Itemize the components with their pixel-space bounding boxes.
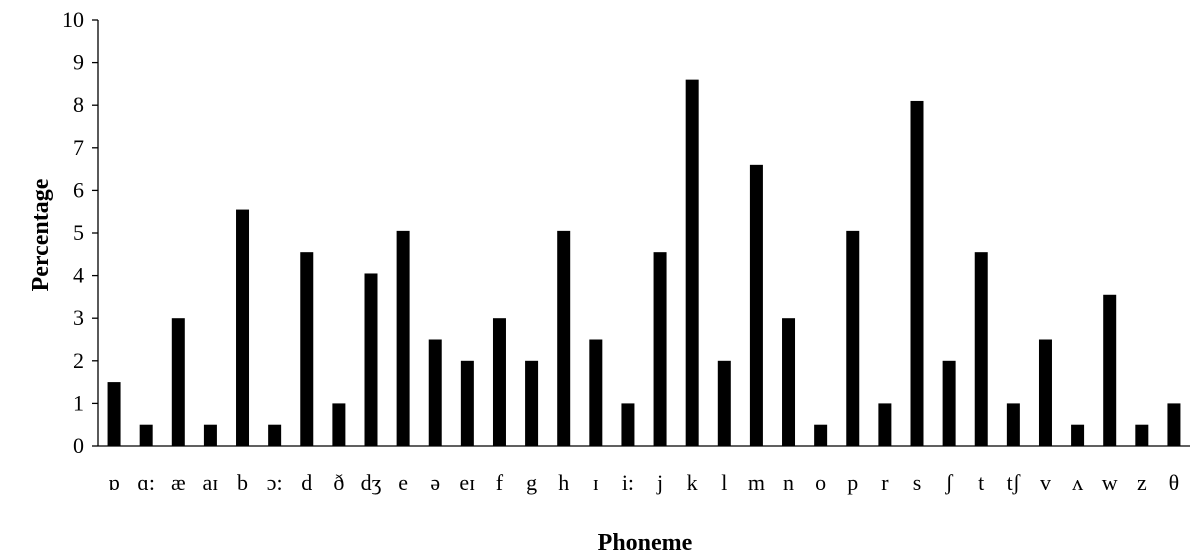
bar-3 bbox=[203, 424, 217, 446]
y-axis-title: Percentage bbox=[28, 178, 54, 291]
bar-10 bbox=[428, 339, 442, 446]
bar-22 bbox=[814, 424, 828, 446]
x-tick-label: ə bbox=[430, 470, 440, 495]
bar-1 bbox=[139, 424, 153, 446]
bar-27 bbox=[974, 252, 988, 446]
x-tick-label: i: bbox=[622, 470, 634, 495]
x-tick-label: d bbox=[301, 470, 312, 495]
bar-32 bbox=[1135, 424, 1149, 446]
bar-31 bbox=[1103, 294, 1117, 446]
bar-30 bbox=[1071, 424, 1085, 446]
bar-25 bbox=[910, 100, 924, 446]
x-tick-label: ɪ bbox=[593, 470, 599, 495]
bar-21 bbox=[782, 318, 796, 446]
bar-24 bbox=[878, 403, 892, 446]
y-tick-label: 2 bbox=[73, 348, 84, 373]
bar-18 bbox=[685, 79, 699, 446]
bar-4 bbox=[236, 209, 250, 446]
x-tick-label: e bbox=[398, 470, 408, 495]
x-tick-label: l bbox=[721, 470, 727, 495]
y-tick-label: 4 bbox=[73, 263, 84, 288]
x-tick-label: o bbox=[815, 470, 826, 495]
y-tick-label: 0 bbox=[73, 433, 84, 458]
bar-29 bbox=[1038, 339, 1052, 446]
bar-5 bbox=[268, 424, 282, 446]
x-tick-label: p bbox=[847, 470, 858, 495]
x-tick-label: θ bbox=[1169, 470, 1180, 495]
bar-17 bbox=[653, 252, 667, 446]
y-tick-label: 9 bbox=[73, 50, 84, 75]
x-tick-label: ʌ bbox=[1072, 470, 1083, 495]
x-tick-label: b bbox=[237, 470, 248, 495]
x-tick-label: ʃ bbox=[944, 470, 953, 495]
x-tick-label: h bbox=[558, 470, 569, 495]
bar-16 bbox=[621, 403, 635, 446]
y-tick-label: 8 bbox=[73, 92, 84, 117]
bar-15 bbox=[589, 339, 603, 446]
y-tick-label: 6 bbox=[73, 177, 84, 202]
y-tick-label: 1 bbox=[73, 390, 84, 415]
y-tick-label: 5 bbox=[73, 220, 84, 245]
y-axis: 0 1 2 3 4 5 6 7 8 9 10 bbox=[62, 7, 99, 458]
x-tick-label: eɪ bbox=[459, 470, 475, 495]
x-tick-label: n bbox=[783, 470, 794, 495]
x-tick-label: ɑ: bbox=[137, 470, 155, 495]
bar-13 bbox=[525, 360, 539, 446]
bar-7 bbox=[332, 403, 346, 446]
x-tick-label: s bbox=[913, 470, 922, 495]
x-tick-label: k bbox=[687, 470, 698, 495]
x-tick-label: t bbox=[978, 470, 984, 495]
bar-6 bbox=[300, 252, 314, 446]
bar-2 bbox=[171, 318, 185, 446]
bar-26 bbox=[942, 360, 956, 446]
bar-12 bbox=[492, 318, 506, 446]
x-tick-label: ɒ bbox=[108, 470, 120, 495]
bar-23 bbox=[846, 230, 860, 446]
x-tick-label: w bbox=[1102, 470, 1118, 495]
x-tick-label: dʒ bbox=[361, 470, 382, 495]
x-tick-label: æ bbox=[171, 470, 186, 495]
x-tick-label: j bbox=[656, 470, 663, 495]
y-tick-label: 3 bbox=[73, 305, 84, 330]
x-tick-label: aɪ bbox=[202, 470, 218, 495]
x-tick-label: f bbox=[496, 470, 504, 495]
x-tick-label: v bbox=[1040, 470, 1051, 495]
x-axis: ɒ ɑ: æ aɪ b ɔ: d ð dʒ e ə eɪ f g h ɪ i: j k l m n o p r s ʃ t tʃ v ʌ w z… bbox=[98, 445, 1190, 495]
bar-9 bbox=[396, 230, 410, 446]
x-tick-label: ɔ: bbox=[267, 470, 283, 495]
bar-19 bbox=[717, 360, 731, 446]
y-tick-label: 7 bbox=[73, 135, 84, 160]
bar-28 bbox=[1006, 403, 1020, 446]
bar-8 bbox=[364, 273, 378, 446]
bar-20 bbox=[749, 164, 763, 446]
bar-33 bbox=[1167, 403, 1181, 446]
bars bbox=[107, 79, 1181, 446]
x-tick-label: tʃ bbox=[1007, 470, 1021, 495]
bar-0 bbox=[107, 382, 121, 446]
x-axis-title: Phoneme bbox=[598, 530, 693, 556]
x-tick-label: z bbox=[1137, 470, 1147, 495]
x-tick-label: ð bbox=[333, 470, 344, 495]
x-tick-label: r bbox=[881, 470, 889, 495]
y-tick-label: 10 bbox=[62, 7, 84, 32]
x-tick-label: g bbox=[526, 470, 537, 495]
x-tick-label: m bbox=[748, 470, 765, 495]
bar-14 bbox=[557, 230, 571, 446]
bar-11 bbox=[460, 360, 474, 446]
